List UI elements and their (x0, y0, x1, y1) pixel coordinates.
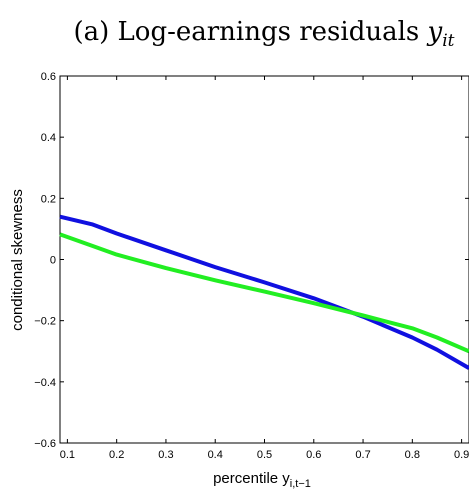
x-tick-label: 0.6 (306, 449, 321, 461)
plot-area: −0.6 −0.4 −0.2 0 0.2 0.4 0.6 0.1 0.2 0.3 0.4 0.5 0.6… (34, 71, 469, 461)
y-tick-label: 0 (50, 255, 56, 267)
chart-title-var: y (427, 17, 443, 47)
y-tick-label: 0.6 (41, 71, 56, 83)
plot-frame (59, 75, 469, 444)
y-tick-label: −0.4 (34, 377, 56, 389)
chart-title-prefix: (a) Log-earnings residuals (73, 17, 427, 47)
y-tick-label: 0.2 (41, 193, 56, 205)
x-axis-label-sub: i,t−1 (290, 478, 311, 490)
x-tick-label: 0.8 (405, 449, 420, 461)
x-tick-label: 0.7 (355, 449, 370, 461)
x-tick-label: 0.5 (257, 449, 272, 461)
series-line-1 (59, 214, 469, 370)
y-axis-label: conditional skewness (9, 189, 26, 331)
x-tick-label: 0.4 (208, 449, 223, 461)
y-tick-label: 0.4 (41, 132, 56, 144)
chart-title-sub: it (442, 31, 454, 51)
x-axis-label: percentile yi,t−1 (213, 470, 311, 490)
x-tick-label: 0.9 (454, 449, 469, 461)
series-line-2 (59, 232, 469, 354)
x-axis-label-text: percentile y (213, 470, 290, 487)
y-tick-label: −0.6 (34, 438, 56, 450)
chart-title: (a) Log-earnings residuals yit (73, 17, 454, 51)
x-tick-label: 0.2 (109, 449, 124, 461)
x-tick-label: 0.1 (60, 449, 75, 461)
x-tick-label: 0.3 (158, 449, 173, 461)
y-tick-label: −0.2 (34, 316, 56, 328)
